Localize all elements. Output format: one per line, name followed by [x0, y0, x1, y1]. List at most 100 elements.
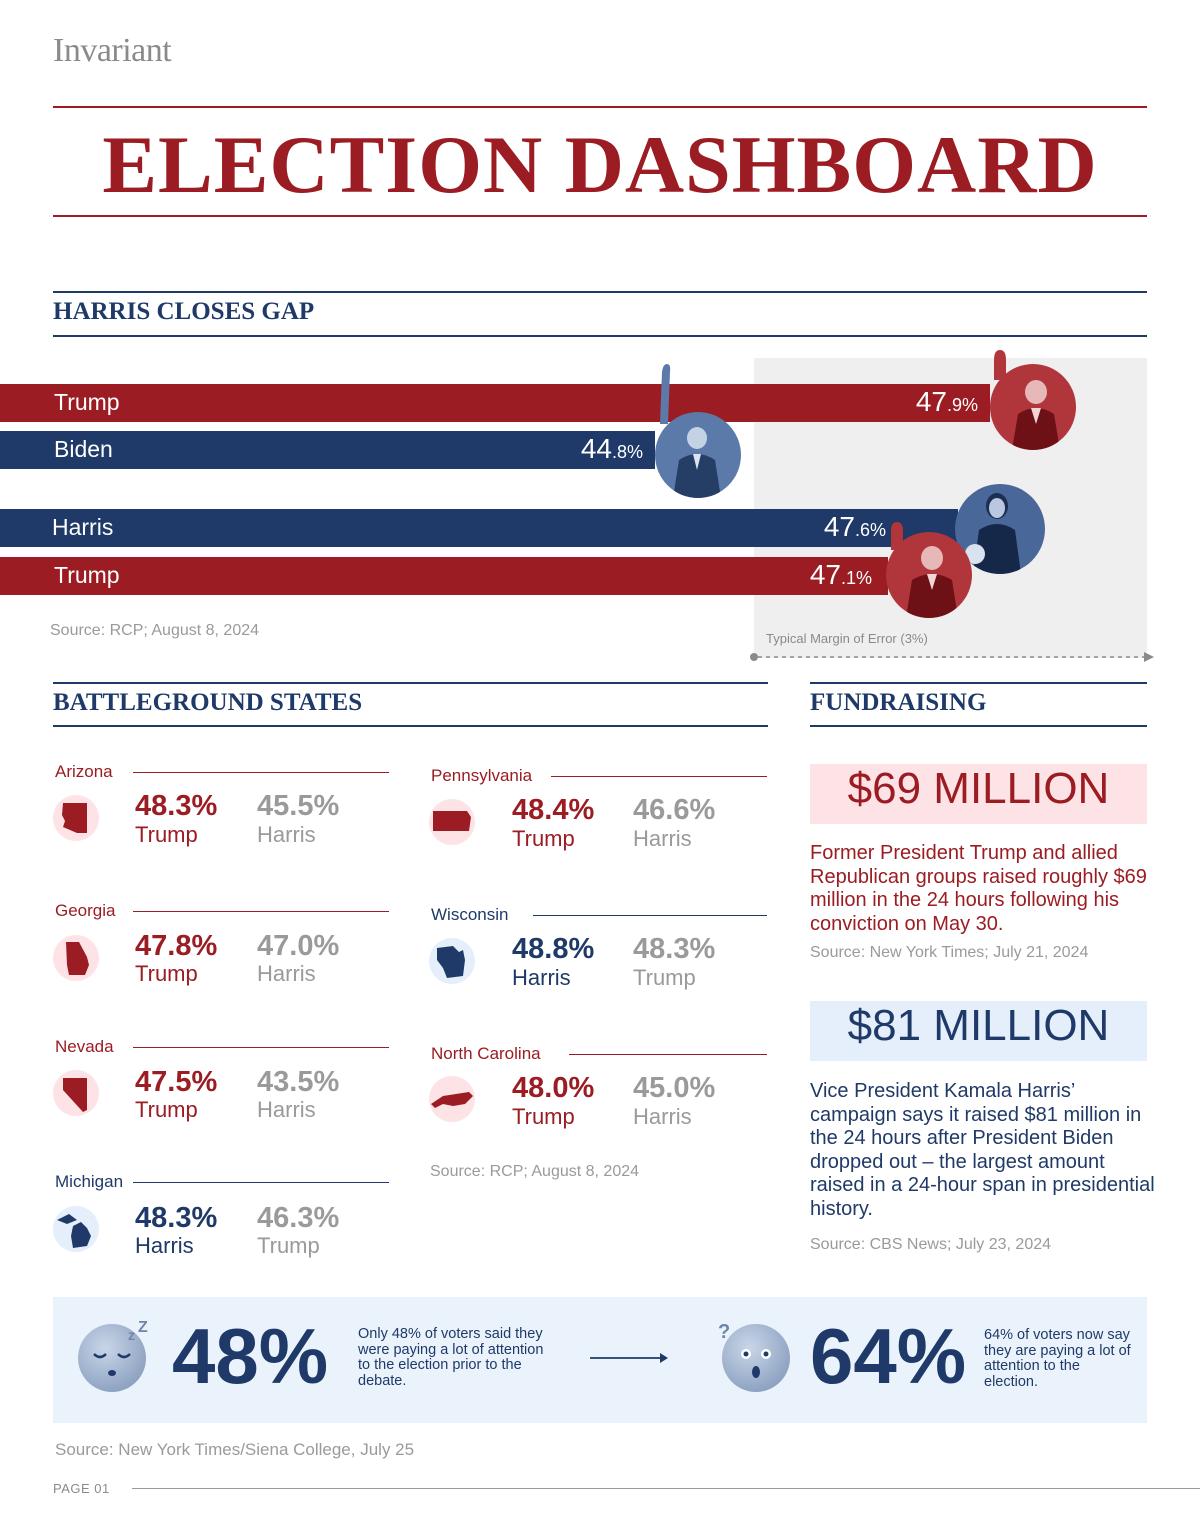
- trail-pct: 45.5%: [257, 790, 340, 822]
- state-rule: [551, 776, 767, 777]
- trail-candidate: Harris: [633, 826, 692, 851]
- moe-label: Typical Margin of Error (3%): [766, 631, 928, 646]
- state-rule: [569, 1054, 767, 1055]
- state-rule: [133, 1047, 389, 1048]
- arizona-map-icon: [53, 795, 99, 841]
- trail-pct: 46.6%: [633, 794, 716, 826]
- bar-trump-vs-harris: Trump 47.1%: [0, 557, 888, 595]
- fundraising-text-trump: Former President Trump and allied Republ…: [810, 842, 1147, 935]
- biden-portrait-photo: [655, 412, 741, 498]
- arrow-right-icon: [590, 1353, 668, 1363]
- attention-source: Source: New York Times/Siena College, Ju…: [55, 1440, 415, 1459]
- state-name-arizona: Arizona: [55, 762, 113, 781]
- fundraising-amount-harris: $81 MILLION: [810, 1001, 1147, 1061]
- trail-pct: 48.3%: [633, 933, 716, 965]
- lead-candidate: Trump: [135, 961, 198, 986]
- title-rule-top: [53, 106, 1147, 108]
- section-rule: [53, 335, 1147, 337]
- page-number: PAGE 01: [53, 1481, 110, 1496]
- trail-candidate: Harris: [257, 822, 316, 847]
- trail-candidate: Harris: [257, 1097, 316, 1122]
- state-name-wisconsin: Wisconsin: [431, 905, 509, 924]
- fundraising-title: FUNDRAISING: [810, 689, 987, 716]
- section-rule: [53, 682, 768, 684]
- bar-value: 47.9%: [915, 386, 978, 417]
- fundraising-text-harris: Vice President Kamala Harris’ campaign s…: [810, 1080, 1155, 1220]
- trump-waving-hand-2: [891, 522, 903, 550]
- state-name-nevada: Nevada: [55, 1037, 114, 1056]
- lead-pct: 47.8%: [135, 930, 218, 962]
- lead-candidate: Trump: [135, 1097, 198, 1122]
- bar-label: Harris: [52, 514, 114, 540]
- lead-pct: 48.0%: [512, 1072, 595, 1104]
- harris-portrait-photo: [955, 484, 1045, 574]
- state-name-georgia: Georgia: [55, 901, 116, 920]
- section-rule: [53, 725, 768, 727]
- georgia-map-icon: [53, 935, 99, 981]
- pennsylvania-map-icon: [429, 799, 475, 845]
- trump-waving-hand: [994, 350, 1006, 380]
- moe-arrow: [750, 652, 1154, 662]
- gap-section-title: HARRIS CLOSES GAP: [53, 298, 315, 325]
- bar-label: Biden: [54, 436, 113, 462]
- lead-pct: 48.3%: [135, 1202, 218, 1234]
- biden-waving-hand: [660, 364, 671, 424]
- state-rule: [133, 772, 389, 773]
- trail-pct: 43.5%: [257, 1066, 340, 1098]
- state-rule: [533, 915, 767, 916]
- svg-text:?: ?: [718, 1321, 730, 1343]
- trail-pct: 46.3%: [257, 1202, 340, 1234]
- title-rule-bottom: [53, 215, 1147, 217]
- footer-rule: [132, 1488, 1200, 1489]
- svg-text:Z: Z: [138, 1319, 148, 1336]
- lead-candidate: Harris: [512, 965, 571, 990]
- trail-candidate: Harris: [633, 1104, 692, 1129]
- lead-candidate: Trump: [135, 822, 198, 847]
- bar-value: 44.8%: [580, 433, 643, 464]
- state-name-michigan: Michigan: [55, 1172, 124, 1191]
- north-carolina-map-icon: [429, 1076, 475, 1122]
- section-rule: [53, 291, 1147, 293]
- trail-candidate: Trump: [633, 965, 696, 990]
- bar-trump-vs-biden: Trump 47.9%: [0, 384, 990, 422]
- battleground-source: Source: RCP; August 8, 2024: [430, 1163, 640, 1180]
- attention-panel: [53, 1297, 1147, 1423]
- fundraising-source-trump: Source: New York Times; July 21, 2024: [810, 944, 1089, 961]
- state-name-north-carolina: North Carolina: [431, 1044, 541, 1063]
- sleeping-face-icon: z Z: [78, 1319, 148, 1392]
- lead-candidate: Trump: [512, 826, 575, 851]
- fundraising-amount-trump: $69 MILLION: [810, 764, 1147, 824]
- brand-logo: Invariant: [53, 32, 172, 69]
- bar-value: 47.1%: [809, 559, 872, 590]
- trail-pct: 47.0%: [257, 930, 340, 962]
- trail-candidate: Harris: [257, 961, 316, 986]
- bar-harris: Harris 47.6%: [0, 509, 958, 547]
- bar-biden: Biden 44.8%: [0, 431, 655, 469]
- attention-before-text: Only 48% of voters said they were paying…: [358, 1326, 544, 1389]
- lead-pct: 48.4%: [512, 794, 595, 826]
- attention-after-text: 64% of voters now say they are paying a …: [984, 1327, 1131, 1390]
- lead-candidate: Trump: [512, 1104, 575, 1129]
- lead-pct: 48.3%: [135, 790, 218, 822]
- attention-after-pct: 64%: [810, 1312, 967, 1400]
- trail-candidate: Trump: [257, 1233, 320, 1258]
- lead-pct: 48.8%: [512, 933, 595, 965]
- nevada-map-icon: [53, 1070, 99, 1116]
- lead-pct: 47.5%: [135, 1066, 218, 1098]
- bar-label: Trump: [54, 389, 120, 415]
- surprised-face-icon: ?: [718, 1321, 790, 1392]
- page-title: ELECTION DASHBOARD: [102, 119, 1098, 210]
- state-rule: [133, 1182, 389, 1183]
- trail-pct: 45.0%: [633, 1072, 716, 1104]
- gap-source: Source: RCP; August 8, 2024: [50, 622, 260, 639]
- section-rule: [810, 725, 1147, 727]
- wisconsin-map-icon: [429, 938, 475, 984]
- section-rule: [810, 682, 1147, 684]
- state-name-pennsylvania: Pennsylvania: [431, 766, 533, 785]
- bar-value: 47.6%: [823, 511, 886, 542]
- battleground-title: BATTLEGROUND STATES: [53, 689, 363, 716]
- lead-candidate: Harris: [135, 1233, 194, 1258]
- attention-before-pct: 48%: [172, 1312, 329, 1400]
- michigan-map-icon: [53, 1206, 99, 1252]
- bar-label: Trump: [54, 562, 120, 588]
